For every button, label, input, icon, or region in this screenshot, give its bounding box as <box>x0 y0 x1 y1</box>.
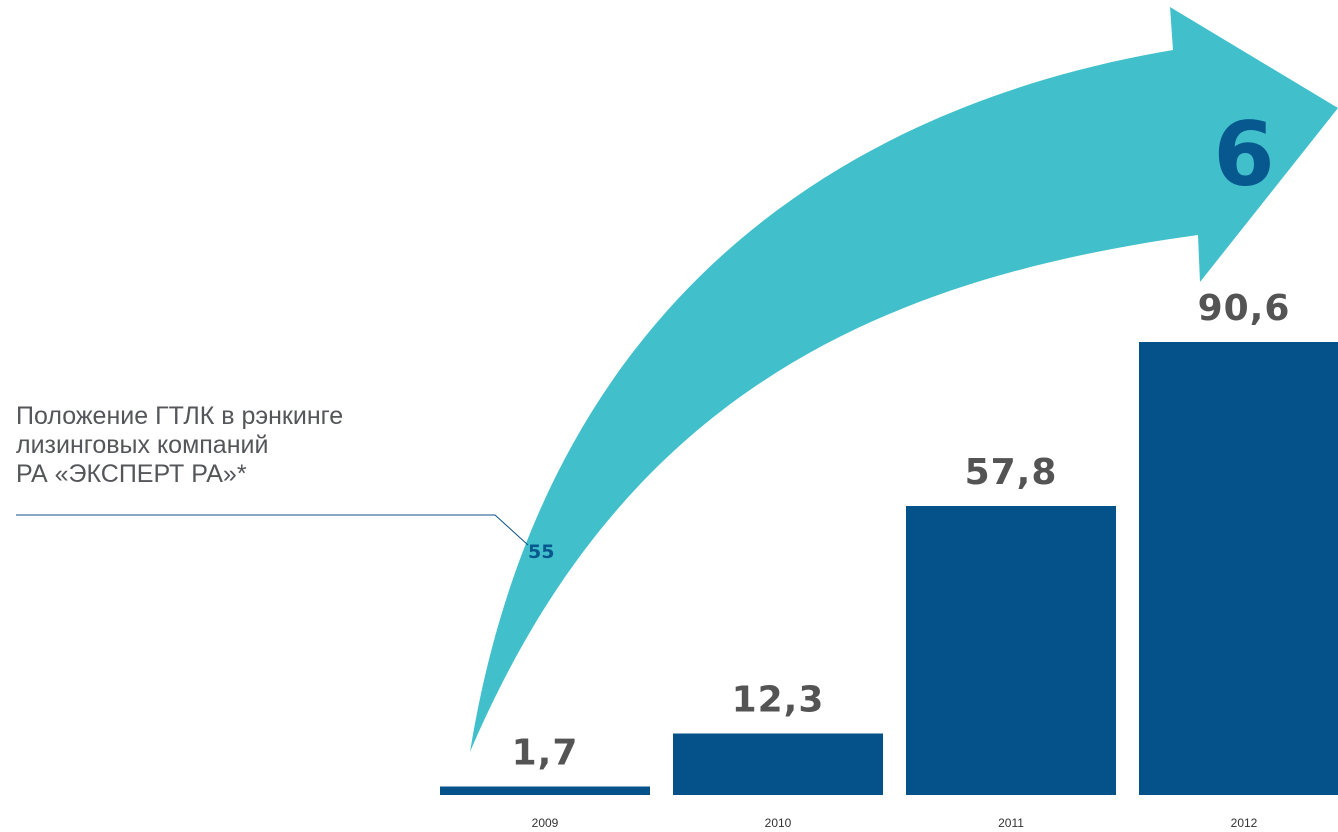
annotation-leader-line <box>16 514 529 546</box>
value-label-2012: 90,6 <box>1198 288 1291 329</box>
x-tick-label-2010: 2010 <box>765 816 792 830</box>
value-label-2009: 1,7 <box>512 733 579 774</box>
value-label-2011: 57,8 <box>965 452 1058 493</box>
bar-2012 <box>1139 342 1338 795</box>
value-label-2010: 12,3 <box>732 680 825 721</box>
x-tick-label-2011: 2011 <box>998 816 1024 830</box>
rank-annotation: Положение ГТЛК в рэнкинге лизинговых ком… <box>16 402 436 489</box>
annotation-line-2: лизинговых компаний <box>16 431 269 459</box>
x-tick-label-2009: 2009 <box>532 816 559 830</box>
bar-group: 1,7 2009 12,3 2010 57,8 2011 90,6 2012 <box>440 288 1338 830</box>
bar-2011 <box>906 506 1116 795</box>
x-tick-label-2012: 2012 <box>1231 816 1258 830</box>
annotation-line-1: Положение ГТЛК в рэнкинге <box>16 402 344 430</box>
rank-end-label: 6 <box>1213 103 1274 206</box>
rank-start-label: 55 <box>528 541 554 563</box>
annotation-line-3: РА «ЭКСПЕРТ РА»* <box>16 460 247 488</box>
bar-2010 <box>673 733 883 795</box>
growth-arrow <box>470 7 1338 752</box>
bar-2009 <box>440 786 650 795</box>
